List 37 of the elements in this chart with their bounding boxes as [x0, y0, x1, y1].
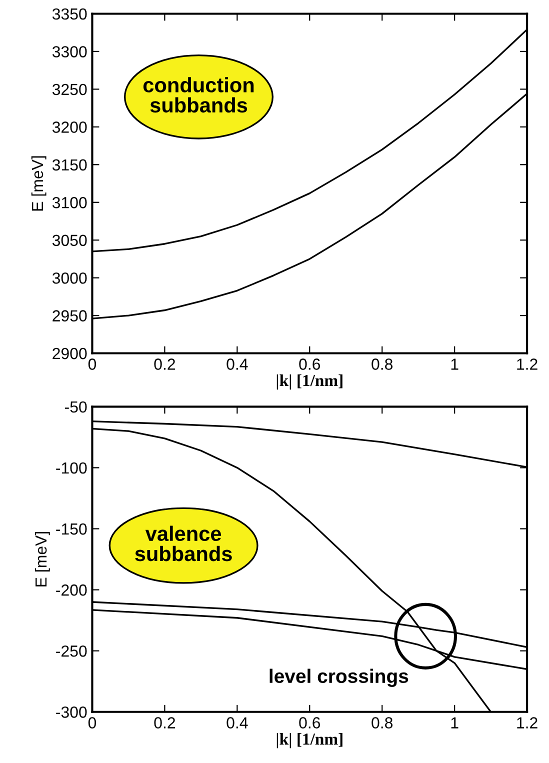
x-tick-label: 0.4	[226, 717, 248, 728]
x-tick-label: 0.2	[154, 358, 175, 370]
y-tick-label: 3150	[52, 159, 87, 171]
y-tick-label: 3050	[52, 234, 87, 246]
y-axis-title: E [meV]	[31, 156, 46, 211]
x-tick-label: 1	[451, 358, 458, 370]
y-tick-label: 3300	[52, 46, 87, 58]
x-tick-label: 1.2	[517, 717, 538, 728]
x-tick-label: 1	[451, 717, 458, 728]
y-tick-label: 2950	[52, 310, 87, 322]
x-tick-label: 0.2	[154, 717, 175, 728]
x-tick-label: 0	[88, 717, 96, 728]
x-tick-label: 0.6	[299, 358, 320, 370]
y-tick-label: 2900	[52, 348, 87, 360]
y-tick-label: 3250	[52, 84, 87, 96]
y-tick-label: 3350	[52, 8, 87, 20]
x-tick-label: 0	[88, 358, 96, 370]
annotation: conduction subbands	[143, 77, 254, 113]
y-tick-label: 3200	[52, 122, 87, 133]
annotation: level crossings	[270, 668, 408, 687]
y-tick-label: -50	[64, 401, 87, 413]
y-tick-label: -100	[56, 462, 87, 474]
x-tick-label: 1.2	[517, 358, 538, 370]
x-axis-title: |k| [1/nm]	[276, 374, 342, 390]
y-tick-label: 3100	[52, 197, 87, 208]
x-tick-label: 0.4	[226, 358, 248, 370]
x-tick-label: 0.8	[372, 358, 393, 370]
y-tick-label: -300	[56, 706, 87, 718]
y-tick-label: 3000	[52, 272, 87, 284]
y-tick-label: -200	[56, 584, 87, 596]
annotation: valence subbands	[135, 526, 232, 562]
y-tick-label: -250	[56, 645, 87, 657]
x-tick-label: 0.6	[299, 717, 320, 728]
x-tick-label: 0.8	[372, 717, 393, 728]
y-axis-title: E [meV]	[34, 532, 50, 586]
x-axis-title: |k| [1/nm]	[276, 733, 342, 748]
y-tick-label: -150	[56, 523, 87, 535]
